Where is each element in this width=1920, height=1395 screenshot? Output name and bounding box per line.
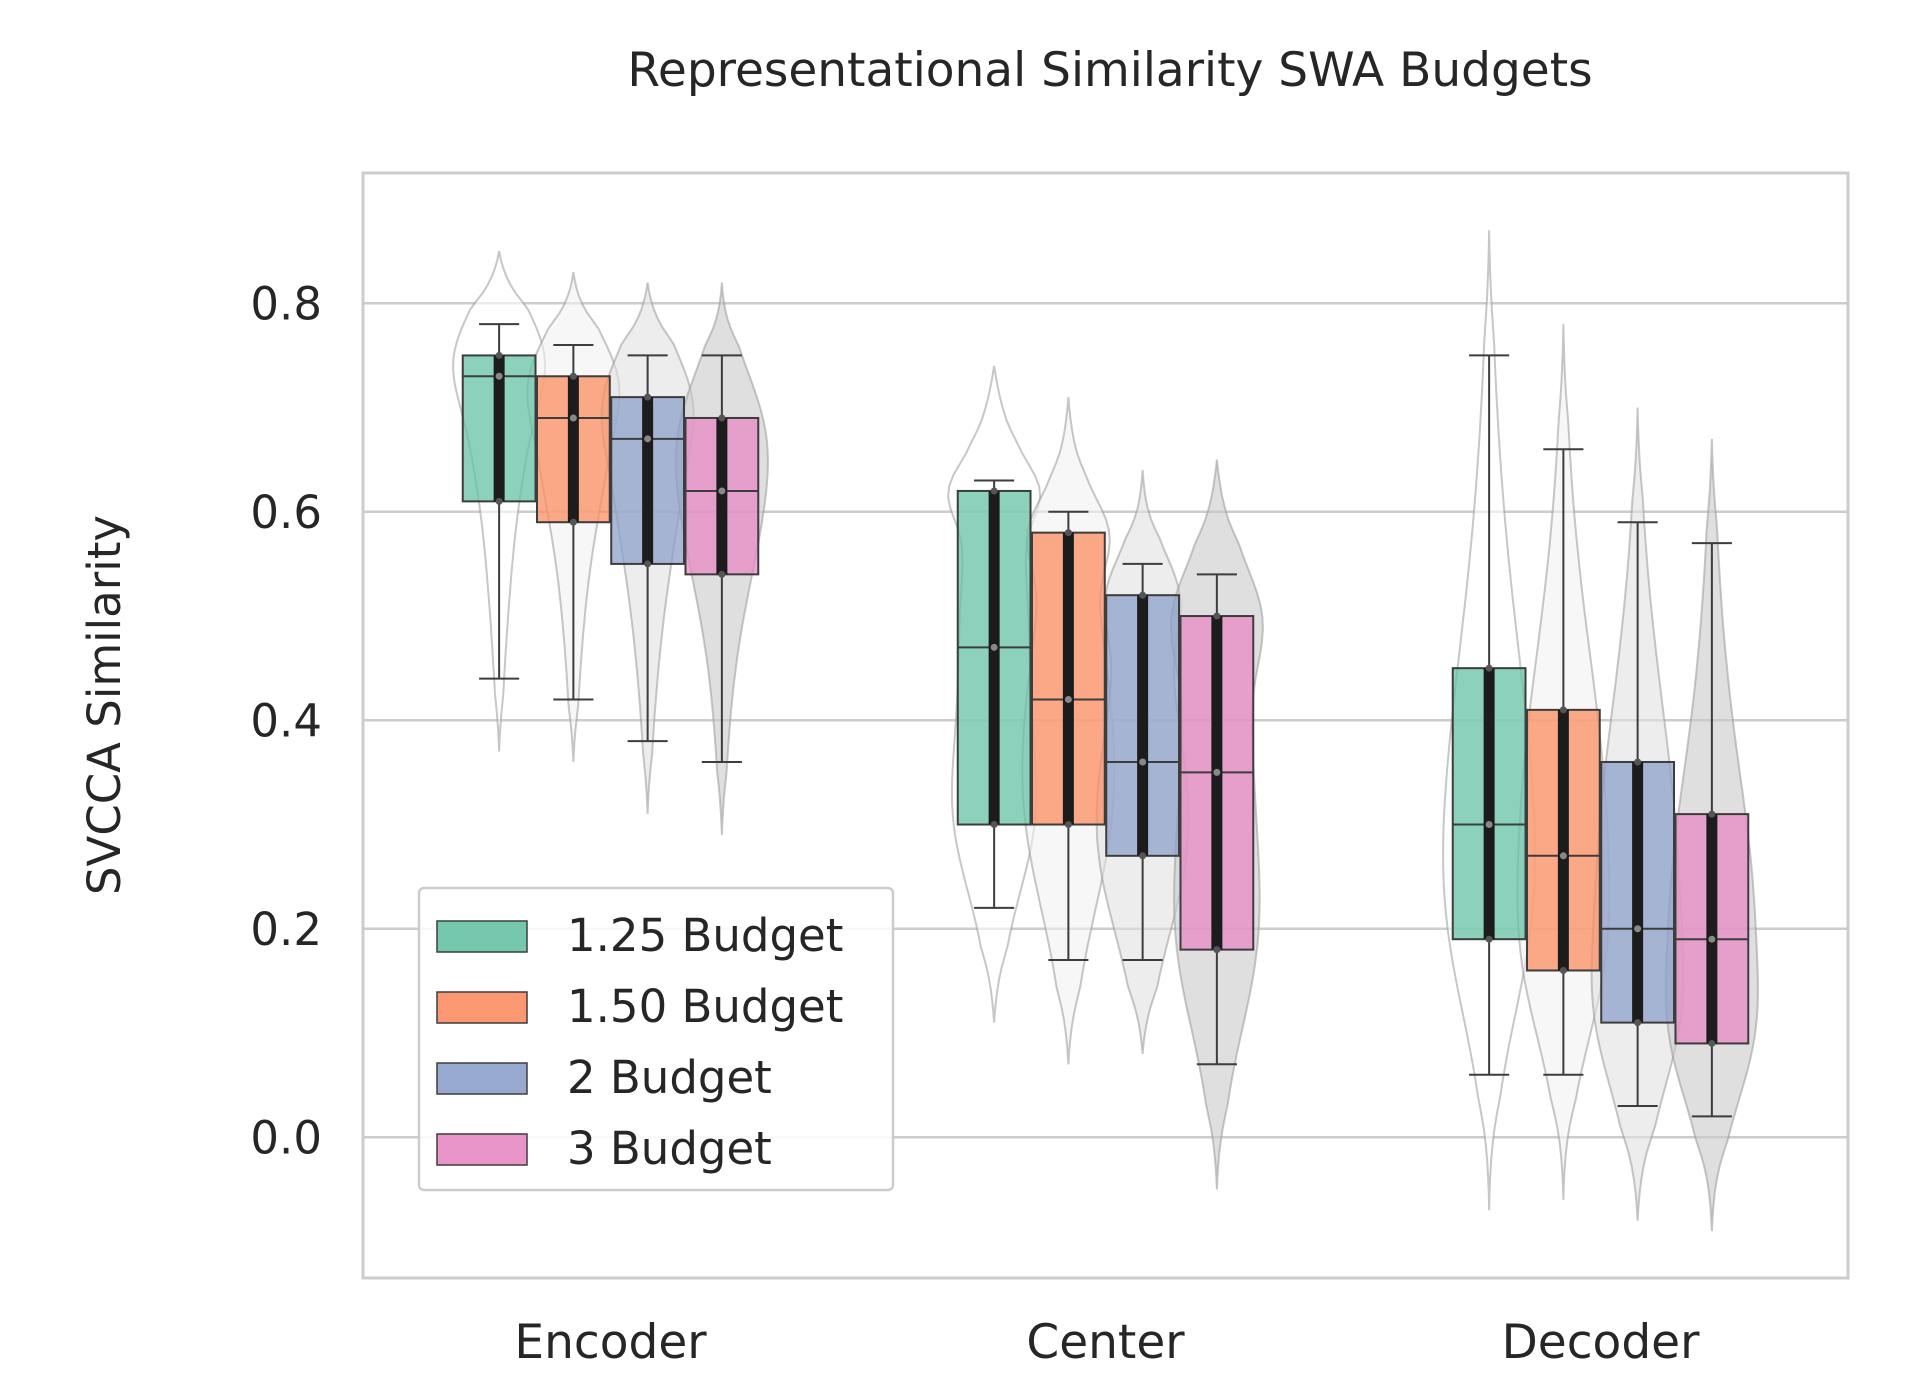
inner-median-dot bbox=[569, 414, 577, 422]
inner-q3-dot bbox=[1485, 664, 1493, 672]
plot-frame bbox=[361, 171, 1850, 1280]
inner-q1-dot bbox=[990, 821, 998, 829]
y-axis-label: SVCCA Similarity bbox=[78, 515, 131, 895]
x-tick-label: Center bbox=[1026, 1315, 1185, 1370]
inner-q1-dot bbox=[1708, 1039, 1716, 1047]
inner-box-layer bbox=[493, 351, 1718, 1047]
inner-q1-dot bbox=[718, 570, 726, 578]
y-tick-label: 0.4 bbox=[250, 694, 322, 747]
y-tick-label: 0.2 bbox=[250, 903, 322, 956]
inner-q3-dot bbox=[990, 487, 998, 495]
inner-q1-dot bbox=[1559, 966, 1567, 974]
legend-label: 3 Budget bbox=[567, 1122, 772, 1175]
inner-q1-dot bbox=[1213, 946, 1221, 954]
inner-median-dot bbox=[1634, 925, 1642, 933]
inner-q3-dot bbox=[1064, 529, 1072, 537]
inner-q1-dot bbox=[495, 497, 503, 505]
inner-q3-dot bbox=[1559, 706, 1567, 714]
inner-q1-dot bbox=[644, 560, 652, 568]
inner-median-dot bbox=[644, 435, 652, 443]
inner-q3-dot bbox=[644, 393, 652, 401]
legend: 1.25 Budget 1.50 Budget 2 Budget 3 Budget bbox=[417, 886, 895, 1192]
inner-q1-dot bbox=[1064, 821, 1072, 829]
inner-q3-dot bbox=[495, 351, 503, 359]
inner-q3-dot bbox=[1708, 810, 1716, 818]
inner-median-dot bbox=[1213, 768, 1221, 776]
inner-q1-dot bbox=[1485, 935, 1493, 943]
inner-median-dot bbox=[1485, 821, 1493, 829]
inner-q1-dot bbox=[1634, 1019, 1642, 1027]
axis-layer: 0.0 0.2 0.4 0.6 0.8 Encoder Center Decoder bbox=[250, 277, 1700, 1370]
y-tick-label: 0.0 bbox=[250, 1111, 322, 1164]
inner-q3-dot bbox=[1139, 591, 1147, 599]
legend-swatch bbox=[436, 1133, 528, 1166]
chart-title: Representational Similarity SWA Budgets bbox=[627, 43, 1592, 98]
legend-swatch bbox=[436, 991, 528, 1024]
y-tick-label: 0.6 bbox=[250, 486, 322, 539]
legend-label: 1.25 Budget bbox=[567, 909, 843, 962]
x-tick-label: Encoder bbox=[514, 1315, 707, 1370]
inner-median-dot bbox=[1139, 758, 1147, 766]
inner-median-dot bbox=[1708, 935, 1716, 943]
inner-q3-dot bbox=[1634, 758, 1642, 766]
legend-label: 1.50 Budget bbox=[567, 980, 843, 1033]
inner-median-dot bbox=[1559, 852, 1567, 860]
legend-swatch bbox=[436, 920, 528, 953]
inner-median-dot bbox=[990, 643, 998, 651]
inner-median-dot bbox=[495, 372, 503, 380]
inner-median-dot bbox=[1064, 695, 1072, 703]
inner-median-dot bbox=[718, 487, 726, 495]
legend-label: 2 Budget bbox=[567, 1051, 772, 1104]
inner-q1-dot bbox=[569, 518, 577, 526]
x-tick-label: Decoder bbox=[1502, 1315, 1700, 1370]
inner-q3-dot bbox=[1213, 612, 1221, 620]
inner-q1-dot bbox=[1139, 852, 1147, 860]
inner-q3-dot bbox=[569, 372, 577, 380]
legend-frame bbox=[417, 886, 895, 1192]
y-tick-label: 0.8 bbox=[250, 277, 322, 330]
legend-swatch bbox=[436, 1062, 528, 1095]
inner-q3-dot bbox=[718, 414, 726, 422]
